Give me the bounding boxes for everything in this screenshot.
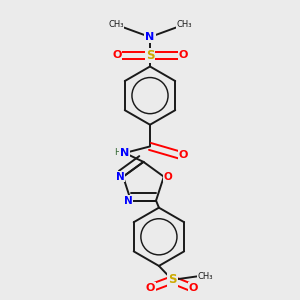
Text: S: S	[168, 273, 176, 286]
Text: N: N	[116, 172, 124, 182]
Text: N: N	[120, 148, 129, 158]
Text: O: O	[178, 150, 188, 160]
Text: N: N	[124, 196, 132, 206]
Text: CH₃: CH₃	[108, 20, 124, 29]
Text: O: O	[112, 50, 122, 61]
Text: N: N	[146, 32, 154, 42]
Text: CH₃: CH₃	[176, 20, 192, 29]
Text: H: H	[114, 148, 121, 158]
Text: CH₃: CH₃	[197, 272, 213, 281]
Text: S: S	[146, 49, 154, 62]
Text: O: O	[178, 50, 188, 61]
Text: O: O	[188, 283, 198, 293]
Text: O: O	[164, 172, 172, 182]
Text: O: O	[145, 283, 155, 293]
